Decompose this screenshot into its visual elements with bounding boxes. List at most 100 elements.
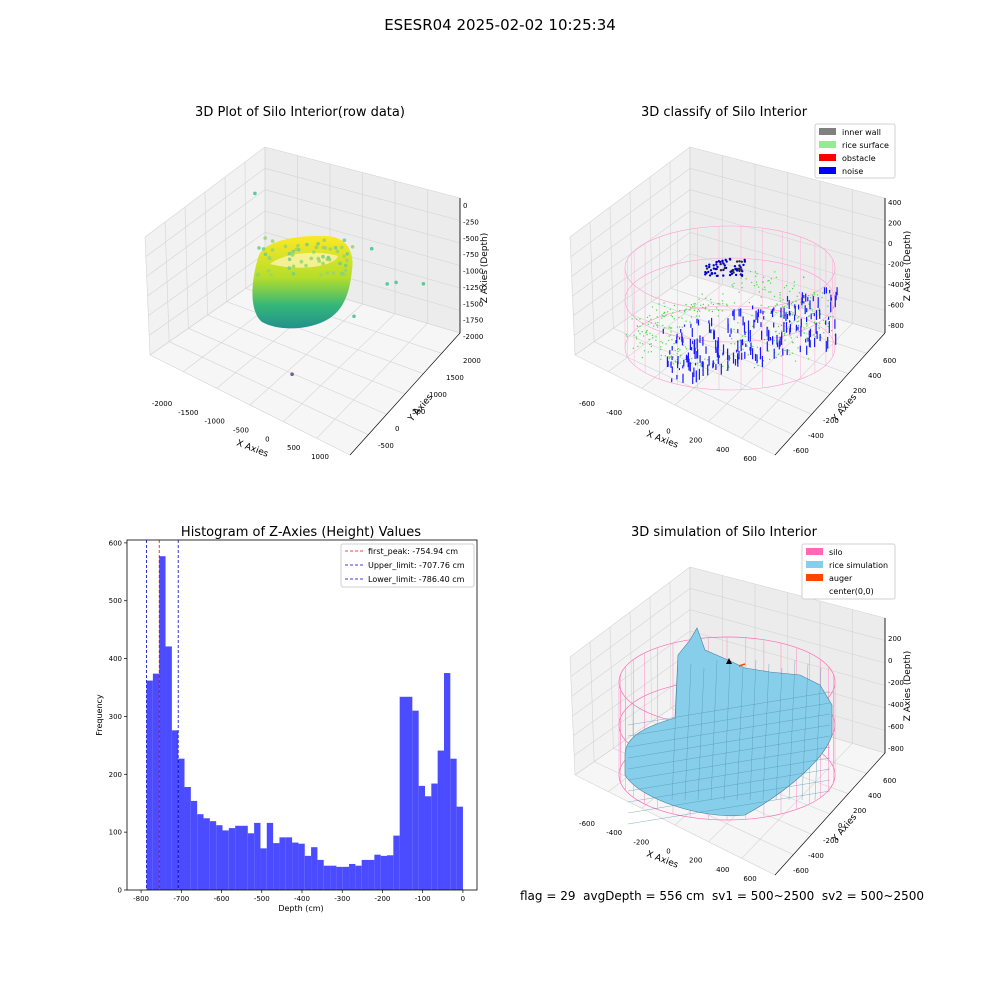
rice-point (671, 327, 673, 329)
noise-point (834, 295, 836, 308)
noise-point (741, 339, 744, 346)
legend-swatch-rice-surface (819, 141, 836, 148)
rice-point (700, 362, 702, 364)
tick-label: 600 (883, 777, 896, 785)
rice-point (676, 353, 678, 355)
rice-point (790, 303, 793, 305)
noise-point (685, 354, 688, 361)
surface-point (305, 242, 309, 247)
tick-label: -1750 (463, 317, 483, 325)
noise-cluster-point (725, 260, 728, 263)
outlier-point (352, 314, 356, 319)
histogram-bar (228, 828, 236, 890)
rice-point (794, 360, 797, 362)
surface-point (290, 250, 295, 254)
histogram-bar (311, 847, 318, 890)
rice-point (737, 322, 739, 324)
histogram-bar (361, 859, 369, 890)
rice-point (822, 292, 824, 294)
noise-point (737, 353, 739, 364)
noise-point (694, 347, 696, 359)
tick-label: 600 (743, 455, 756, 463)
histogram-bar (279, 837, 286, 890)
tick-label: -400 (888, 701, 904, 709)
noise-cluster-point (731, 268, 734, 272)
rice-point (731, 338, 733, 340)
rice-point (641, 356, 643, 359)
rice-point (660, 348, 662, 351)
noise-cluster-point (722, 262, 725, 265)
noise-point (682, 365, 684, 369)
noise-cluster-point (704, 273, 707, 276)
rice-point (830, 315, 832, 318)
x-axis-label: X Axies (645, 429, 680, 450)
y-axis-label: Y Axies (830, 812, 859, 844)
mesh-line (671, 659, 679, 801)
noise-cluster-point (707, 270, 710, 274)
x-axis-line (774, 752, 886, 876)
rice-point (747, 354, 749, 356)
legend: inner wall rice surface obstacle noise (814, 123, 896, 179)
surface-point (321, 261, 325, 266)
legend-label: silo (829, 548, 843, 557)
rice-point (760, 296, 762, 298)
noise-point (786, 296, 789, 302)
rice-point (690, 363, 692, 365)
tick-label: -400 (294, 895, 310, 903)
rice-point (643, 350, 646, 352)
noise-point (671, 378, 673, 383)
noise-point (759, 347, 762, 359)
noise-point (738, 350, 740, 360)
mesh-line (710, 659, 718, 801)
rice-point (637, 330, 639, 332)
rice-point (796, 321, 798, 323)
rice-point (770, 312, 772, 314)
rice-point (717, 315, 719, 317)
noise-point (835, 333, 837, 345)
tick-label: -200 (633, 418, 649, 426)
surface-point (266, 269, 271, 273)
rice-point (685, 348, 688, 350)
rice-point (798, 292, 800, 294)
noise-cluster-point (712, 264, 715, 267)
rice-point (740, 277, 742, 279)
rice-point (650, 351, 652, 353)
rice-point (648, 338, 650, 340)
noise-point (667, 360, 669, 367)
rice-point (742, 343, 744, 345)
rice-point (631, 318, 633, 320)
rice-point (676, 326, 678, 328)
rice-point (661, 314, 663, 316)
noise-point (779, 336, 781, 347)
noise-point (769, 337, 771, 341)
rice-point (814, 336, 816, 338)
surface-point (261, 247, 266, 251)
rice-point (820, 313, 822, 315)
rice-point (653, 325, 655, 327)
x-tick-labels: -2000 -1500 -1000 -500 0 500 1000 (152, 400, 329, 461)
tick-label: -1000 (463, 268, 483, 276)
rice-point (754, 271, 757, 273)
histogram-bar (380, 855, 388, 890)
noise-point (757, 312, 759, 323)
tick-label: 200 (109, 771, 122, 779)
surface-point (287, 251, 292, 256)
rice-point (775, 356, 777, 359)
rice-point (645, 331, 648, 333)
noise-point (694, 363, 697, 366)
rice-point (711, 310, 713, 313)
noise-point (715, 349, 717, 352)
rice-point (758, 286, 760, 288)
rice-point (700, 364, 702, 366)
noise-point (755, 310, 757, 320)
noise-point (671, 356, 673, 361)
noise-point (797, 326, 799, 331)
rice-point (785, 285, 787, 287)
noise-cluster-point (733, 265, 737, 268)
surface-point (314, 245, 319, 250)
x-axis-line (349, 332, 461, 456)
surface-point (316, 256, 321, 261)
rice-point (641, 331, 643, 333)
rice-point (670, 331, 672, 333)
grid-line (573, 253, 691, 336)
